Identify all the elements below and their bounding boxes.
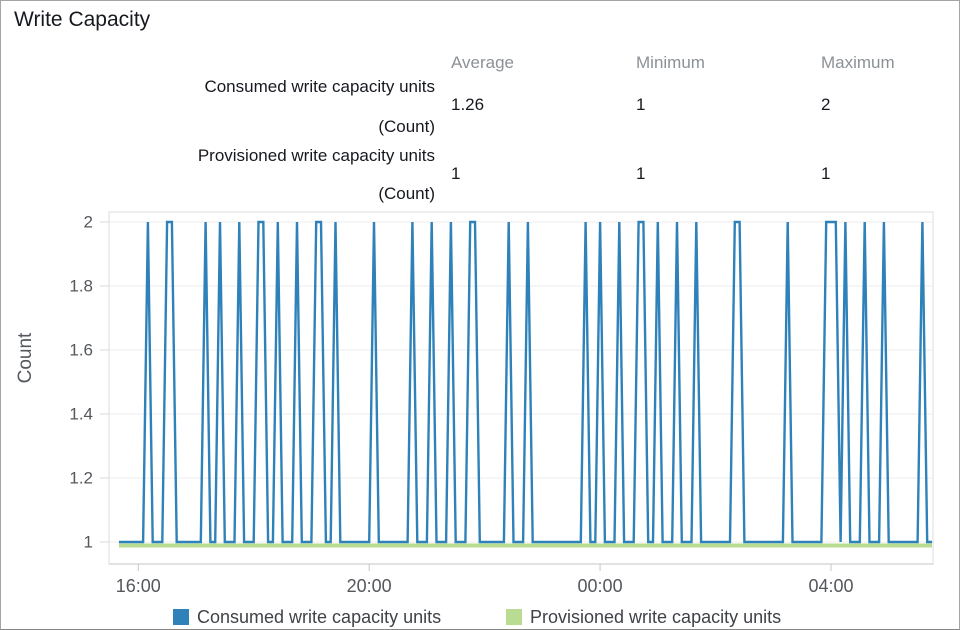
row-label-consumed-name: Consumed write capacity units — [204, 77, 435, 96]
provisioned-average-value: 1 — [451, 164, 461, 183]
x-tick-label: 20:00 — [347, 576, 392, 596]
legend-item-provisioned[interactable]: Provisioned write capacity units — [506, 607, 781, 627]
legend-label-consumed: Consumed write capacity units — [197, 607, 442, 627]
y-axis-title: Count — [15, 332, 36, 383]
y-tick-label: 2 — [84, 213, 93, 232]
y-tick-label: 1.6 — [69, 341, 93, 360]
plot-area[interactable] — [109, 212, 933, 564]
consumed-average-value: 1.26 — [451, 95, 485, 114]
x-tick-label: 04:00 — [808, 576, 853, 596]
x-tick-label: 00:00 — [578, 576, 623, 596]
write-capacity-chart[interactable]: 2 1.8 1.6 1.4 1.2 1 16:00 20:00 00:00 04:00 Count — [1, 201, 960, 606]
y-tick-label: 1.2 — [69, 469, 93, 488]
widget-title: Write Capacity — [14, 8, 151, 31]
consumed-maximum-value: 2 — [821, 95, 831, 114]
provisioned-minimum-value: 1 — [636, 164, 646, 183]
row-label-provisioned-unit: (Count) — [378, 184, 435, 203]
x-tick-label: 16:00 — [116, 576, 161, 596]
col-header-minimum: Minimum — [636, 53, 705, 72]
consumed-minimum-value: 1 — [636, 95, 646, 114]
legend-label-provisioned: Provisioned write capacity units — [530, 607, 782, 627]
consumed-series-line — [119, 220, 932, 544]
row-label-provisioned: Provisioned write capacity units (Count) — [1, 146, 435, 204]
provisioned-maximum-value: 1 — [821, 164, 831, 183]
y-tick-label: 1.8 — [69, 277, 93, 296]
col-header-average: Average — [451, 53, 515, 72]
row-label-consumed: Consumed write capacity units (Count) — [1, 77, 435, 137]
y-tick-label: 1.4 — [69, 405, 93, 424]
row-label-consumed-unit: (Count) — [378, 117, 435, 136]
legend-item-consumed[interactable]: Consumed write capacity units — [173, 607, 441, 627]
row-label-provisioned-name: Provisioned write capacity units — [197, 146, 435, 165]
col-header-maximum: Maximum — [821, 53, 895, 72]
legend-swatch-provisioned-icon — [506, 609, 522, 625]
legend-swatch-consumed-icon — [173, 609, 189, 625]
y-tick-label: 1 — [84, 533, 93, 552]
